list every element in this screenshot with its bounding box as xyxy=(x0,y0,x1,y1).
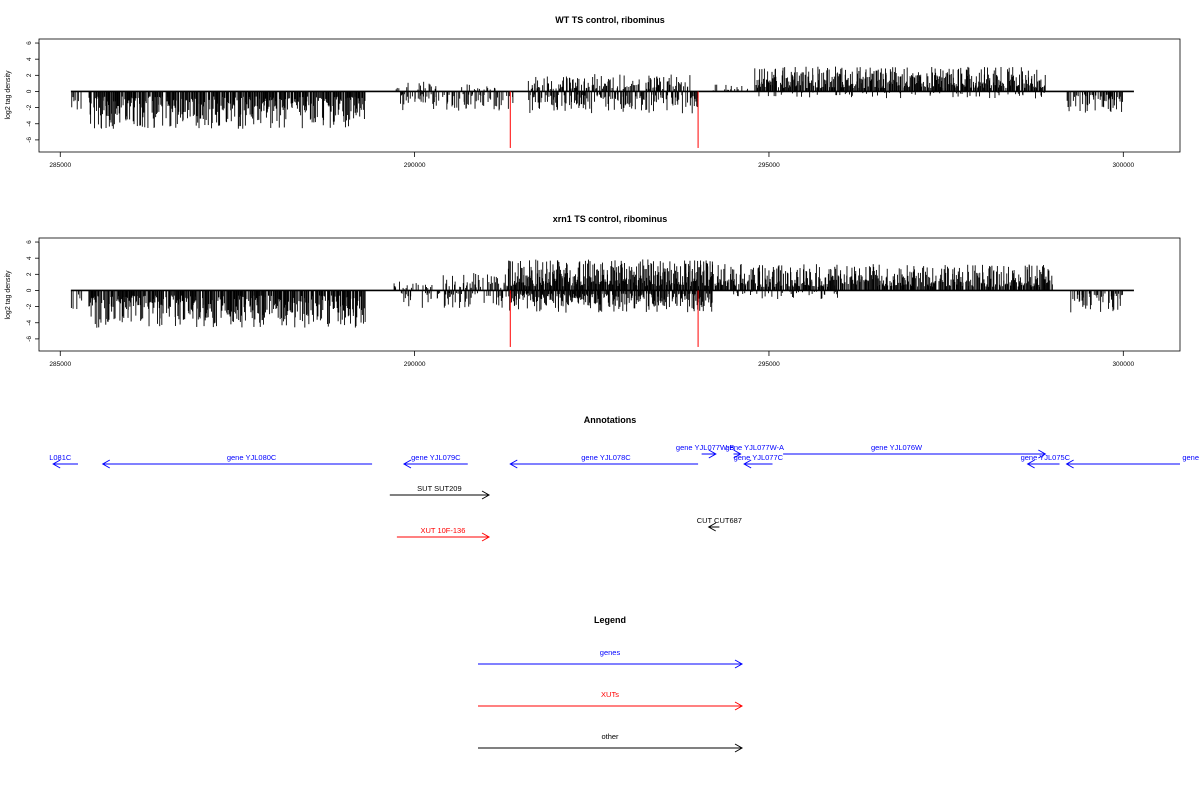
xrn1-panel-title: xrn1 TS control, ribominus xyxy=(553,214,668,224)
legend-arrow-other xyxy=(478,743,744,753)
annotation-label-10: SUT SUT209 xyxy=(417,484,461,493)
annotation-arrow-10 xyxy=(389,490,491,500)
annotation-label-8: gene YJL075C xyxy=(1021,453,1071,462)
annotation-label-4: gene YJL077W-B xyxy=(676,443,735,452)
wt-density-panel: WT TS control, ribominus log2 tag densit… xyxy=(5,15,1181,169)
xrn1-y-tick-label-3: 0 xyxy=(26,288,33,292)
annotations-panel: Annotations L081C gene YJL080C gene YJL079… xyxy=(49,415,1199,542)
wt-panel-title: WT TS control, ribominus xyxy=(555,15,665,25)
legend-arrow-genes xyxy=(478,659,744,669)
annotation-label-6: gene YJL077C xyxy=(734,453,784,462)
wt-y-tick-label-5: 4 xyxy=(26,57,33,61)
wt-y-tick-label-4: 2 xyxy=(26,73,33,77)
xrn1-y-tick-label-1: -4 xyxy=(26,319,33,325)
legend-label-XUTs: XUTs xyxy=(601,690,619,699)
legend-arrow-XUTs xyxy=(478,701,744,711)
wt-x-tick-label-0: 285000 xyxy=(49,162,71,169)
xrn1-x-tick-label-0: 285000 xyxy=(49,361,71,368)
xrn1-axes: -6 -4 -2 0 2 4 6 285000 290000 295000 300000 xyxy=(26,240,1135,368)
xrn1-y-tick-label-0: -6 xyxy=(26,336,33,342)
xrn1-y-tick-label-6: 6 xyxy=(26,240,33,244)
wt-y-tick-label-6: 6 xyxy=(26,41,33,45)
legend-items: genes XUTs other xyxy=(478,648,744,753)
annotation-arrow-4 xyxy=(701,449,717,459)
annotation-arrow-6 xyxy=(743,459,773,469)
wt-density-bars xyxy=(70,66,1134,148)
legend-panel: Legend genes XUTs other xyxy=(478,615,744,753)
annotation-arrow-0 xyxy=(52,459,78,469)
wt-y-axis-label: log2 tag density xyxy=(5,70,12,120)
annotations-title: Annotations xyxy=(584,415,637,425)
legend-title: Legend xyxy=(594,615,626,625)
legend-label-genes: genes xyxy=(600,648,621,657)
annotation-arrow-9 xyxy=(1065,459,1180,469)
xrn1-y-tick-label-5: 4 xyxy=(26,256,33,260)
annotation-label-1: gene YJL080C xyxy=(227,453,277,462)
xrn1-density-bars xyxy=(70,259,1134,347)
annotation-arrow-3 xyxy=(509,459,699,469)
wt-axes: -6 -4 -2 0 2 4 6 285000 290000 295000 300000 xyxy=(26,41,1135,169)
annotation-arrow-8 xyxy=(1026,459,1060,469)
annotation-arrow-5 xyxy=(733,449,742,459)
xrn1-density-panel: xrn1 TS control, ribominus log2 tag dens… xyxy=(5,214,1181,368)
annotation-label-11: CUT CUT687 xyxy=(697,516,742,525)
annotation-arrow-12 xyxy=(396,532,491,542)
xrn1-y-tick-label-2: -2 xyxy=(26,303,33,309)
xrn1-x-tick-label-3: 300000 xyxy=(1112,361,1134,368)
annotation-label-3: gene YJL078C xyxy=(581,453,631,462)
annotation-label-0: L081C xyxy=(49,453,72,462)
annotation-arrow-2 xyxy=(402,459,468,469)
wt-y-tick-label-1: -4 xyxy=(26,120,33,126)
annotation-features: L081C gene YJL080C gene YJL079C gene YJL078… xyxy=(49,443,1199,542)
wt-y-tick-label-3: 0 xyxy=(26,89,33,93)
annotation-arrow-1 xyxy=(101,459,373,469)
annotation-arrow-7 xyxy=(783,449,1047,459)
annotation-label-12: XUT 10F-136 xyxy=(421,526,466,535)
annotation-label-9: gene xyxy=(1182,453,1199,462)
xrn1-y-axis-label: log2 tag density xyxy=(5,270,12,320)
annotation-arrow-11 xyxy=(707,522,720,532)
xrn1-y-tick-label-4: 2 xyxy=(26,272,33,276)
annotation-label-5: gene YJL077W-A xyxy=(726,443,785,452)
xrn1-x-tick-label-1: 290000 xyxy=(404,361,426,368)
legend-label-other: other xyxy=(601,732,619,741)
wt-y-tick-label-2: -2 xyxy=(26,104,33,110)
wt-x-tick-label-2: 295000 xyxy=(758,162,780,169)
wt-x-tick-label-3: 300000 xyxy=(1112,162,1134,169)
wt-y-tick-label-0: -6 xyxy=(26,137,33,143)
wt-x-tick-label-1: 290000 xyxy=(404,162,426,169)
annotation-label-7: gene YJL076W xyxy=(871,443,923,452)
annotation-label-2: gene YJL079C xyxy=(411,453,461,462)
xrn1-x-tick-label-2: 295000 xyxy=(758,361,780,368)
